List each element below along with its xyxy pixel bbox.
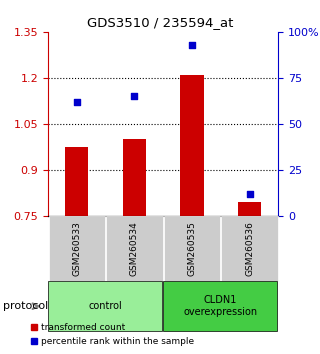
Point [247, 191, 252, 197]
Text: protocol: protocol [3, 301, 48, 311]
Text: GSM260533: GSM260533 [72, 221, 81, 276]
Text: GSM260536: GSM260536 [245, 221, 254, 276]
Legend: transformed count, percentile rank within the sample: transformed count, percentile rank withi… [27, 320, 198, 349]
Text: control: control [88, 301, 122, 311]
Bar [180, 75, 204, 216]
Text: CLDN1
overexpression: CLDN1 overexpression [183, 295, 257, 317]
Text: GDS3510 / 235594_at: GDS3510 / 235594_at [87, 16, 233, 29]
Point [74, 99, 79, 105]
Text: GSM260534: GSM260534 [130, 221, 139, 276]
Text: GSM260535: GSM260535 [188, 221, 196, 276]
Point [132, 93, 137, 99]
Bar [65, 147, 88, 216]
Bar [123, 139, 146, 216]
Bar [238, 202, 261, 216]
Point [189, 42, 195, 47]
